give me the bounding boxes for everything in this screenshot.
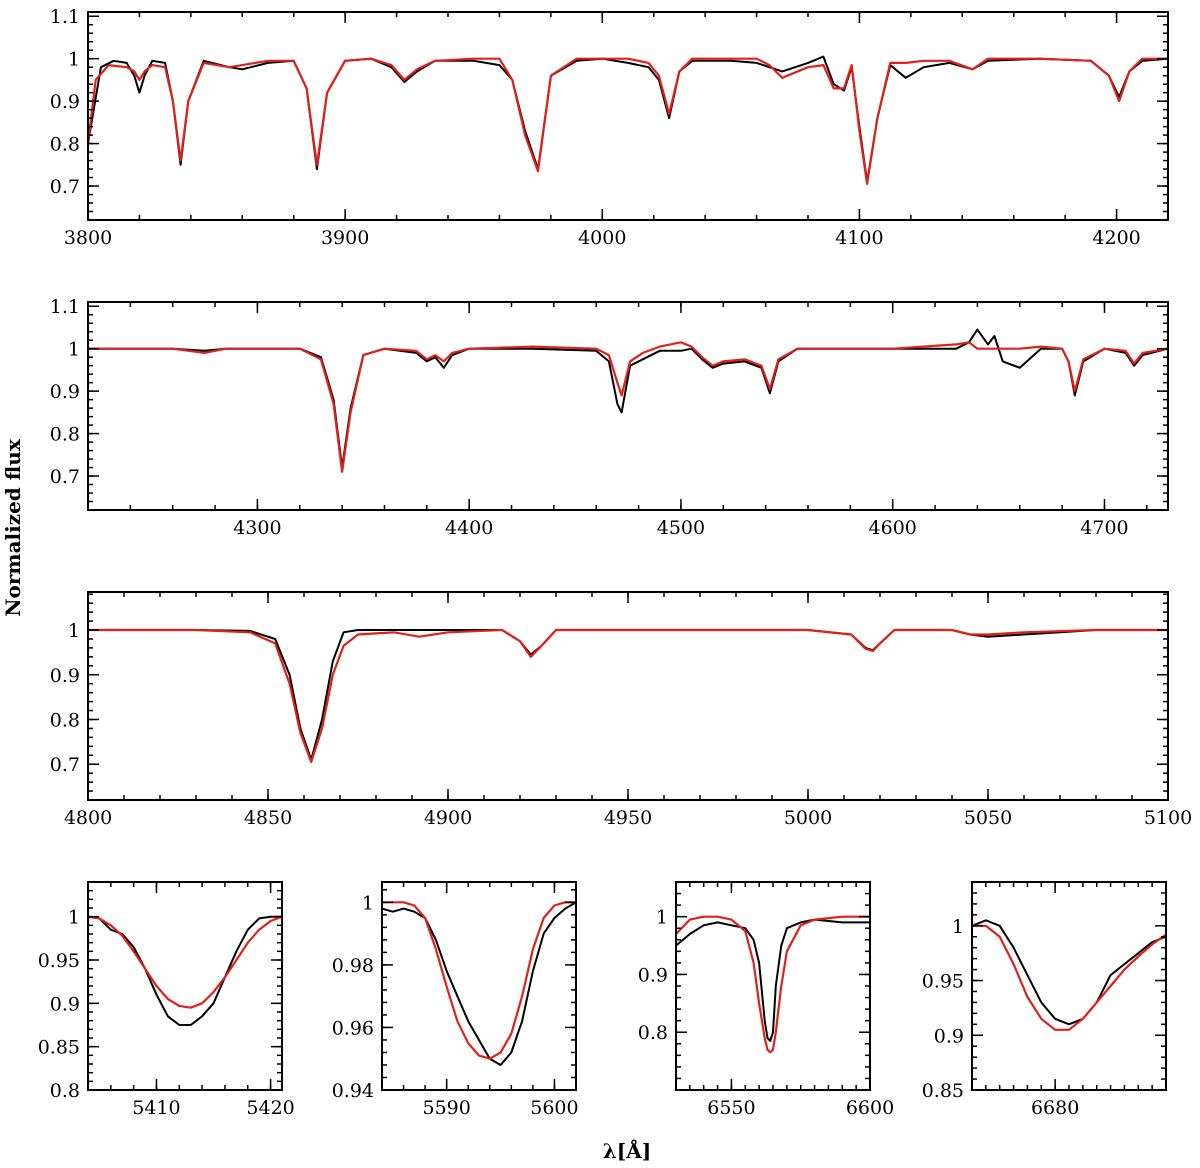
plot-frame <box>675 881 871 1091</box>
model-spectrum-line <box>676 915 870 1054</box>
y-tick-label: 0.7 <box>50 176 80 198</box>
y-axis-title: Normalized flux <box>1 438 25 617</box>
x-tick-label: 4800 <box>64 807 112 829</box>
plot-frame <box>87 591 1169 801</box>
x-tick-label: 3900 <box>321 227 369 249</box>
y-tick-label: 0.8 <box>50 709 80 731</box>
x-tick-label: 4400 <box>445 517 493 539</box>
y-tick-label: 1 <box>68 907 80 929</box>
y-tick-label: 0.9 <box>50 381 80 403</box>
panel-6: 6550 6600 0.8 0.9 1 <box>638 881 894 1119</box>
x-tick-label: 6550 <box>707 1097 755 1119</box>
model-spectrum-line <box>88 341 1168 473</box>
x-tick-label: 4300 <box>233 517 281 539</box>
y-tick-label: 0.96 <box>332 1017 374 1039</box>
y-tick-label: 0.8 <box>638 1022 668 1044</box>
y-tick-label: 1.1 <box>50 6 80 28</box>
panel-5: 5590 5600 0.94 0.96 0.98 1 <box>332 881 579 1119</box>
y-tick-label: 0.9 <box>638 964 668 986</box>
y-tick-label: 0.85 <box>38 1037 80 1059</box>
plot-frame <box>971 881 1167 1091</box>
observed-spectrum-line <box>88 328 1168 469</box>
y-tick-label: 0.9 <box>50 993 80 1015</box>
x-tick-label: 4850 <box>244 807 292 829</box>
model-spectrum-line <box>382 901 576 1060</box>
x-tick-label: 5420 <box>246 1097 294 1119</box>
y-tick-label: 0.95 <box>38 950 80 972</box>
y-tick-label: 0.9 <box>50 665 80 687</box>
series-group <box>88 915 282 1026</box>
plot-frame <box>87 11 1169 221</box>
series-group <box>676 915 870 1054</box>
y-tick-label: 0.9 <box>50 91 80 113</box>
y-tick-label: 1 <box>68 49 80 71</box>
x-tick-label: 5410 <box>132 1097 180 1119</box>
panel-2: 4300 4400 4500 4600 4700 0.7 0.8 0.9 1 1.1 <box>50 296 1169 539</box>
series-group <box>88 55 1168 185</box>
x-tick-label: 5590 <box>422 1097 470 1119</box>
y-tick-label: 1.1 <box>50 296 80 318</box>
x-tick-label: 4000 <box>578 227 626 249</box>
y-tick-label: 0.7 <box>50 466 80 488</box>
x-tick-label: 5100 <box>1144 807 1192 829</box>
y-tick-label: 0.9 <box>934 1025 964 1047</box>
plot-frame <box>87 301 1169 511</box>
model-spectrum-line <box>88 57 1168 185</box>
observed-spectrum-line <box>382 901 576 1066</box>
x-tick-label: 5050 <box>964 807 1012 829</box>
panel-7: 6680 0.85 0.9 0.95 1 <box>922 881 1167 1119</box>
y-tick-label: 1 <box>68 339 80 361</box>
x-tick-label: 6600 <box>846 1097 894 1119</box>
series-group <box>382 901 576 1066</box>
x-tick-label: 5600 <box>530 1097 578 1119</box>
panels: 3800 3900 4000 4100 4200 0.7 0.8 0.9 1 1.1 4300 440… <box>38 6 1192 1119</box>
x-tick-label: 6680 <box>1031 1097 1079 1119</box>
series-group <box>972 919 1166 1031</box>
series-group <box>88 628 1168 764</box>
model-spectrum-line <box>88 915 282 1009</box>
y-tick-label: 0.8 <box>50 1080 80 1102</box>
model-spectrum-line <box>88 628 1168 764</box>
x-tick-label: 4100 <box>835 227 883 249</box>
model-spectrum-line <box>972 924 1166 1031</box>
x-tick-label: 4200 <box>1092 227 1140 249</box>
x-tick-label: 4500 <box>657 517 705 539</box>
x-axis-title: λ[Å] <box>603 1139 651 1163</box>
panel-3: 4800 4850 4900 4950 5000 5050 5100 0.7 0.8 0.9 1 <box>50 591 1192 829</box>
observed-spectrum-line <box>88 629 1168 761</box>
y-tick-label: 0.85 <box>922 1080 964 1102</box>
y-tick-label: 1 <box>68 620 80 642</box>
series-group <box>88 328 1168 473</box>
x-tick-label: 3800 <box>64 227 112 249</box>
y-tick-label: 0.95 <box>922 971 964 993</box>
x-tick-label: 4700 <box>1080 517 1128 539</box>
observed-spectrum-line <box>88 915 282 1026</box>
y-tick-label: 0.94 <box>332 1080 374 1102</box>
y-tick-label: 0.8 <box>50 424 80 446</box>
plot-frame <box>87 881 283 1091</box>
y-tick-label: 1 <box>656 907 668 929</box>
panel-1: 3800 3900 4000 4100 4200 0.7 0.8 0.9 1 1.1 <box>50 6 1169 249</box>
x-tick-label: 5000 <box>784 807 832 829</box>
panel-4: 5410 5420 0.8 0.85 0.9 0.95 1 <box>38 881 295 1119</box>
x-tick-label: 4900 <box>424 807 472 829</box>
x-tick-label: 4600 <box>869 517 917 539</box>
y-tick-label: 0.98 <box>332 955 374 977</box>
y-tick-label: 1 <box>952 916 964 938</box>
plot-frame <box>381 881 577 1091</box>
y-tick-label: 0.8 <box>50 134 80 156</box>
observed-spectrum-line <box>88 55 1168 183</box>
y-tick-label: 1 <box>362 892 374 914</box>
y-tick-label: 0.7 <box>50 754 80 776</box>
x-tick-label: 4950 <box>604 807 652 829</box>
observed-spectrum-line <box>972 919 1166 1026</box>
observed-spectrum-line <box>676 918 870 1042</box>
